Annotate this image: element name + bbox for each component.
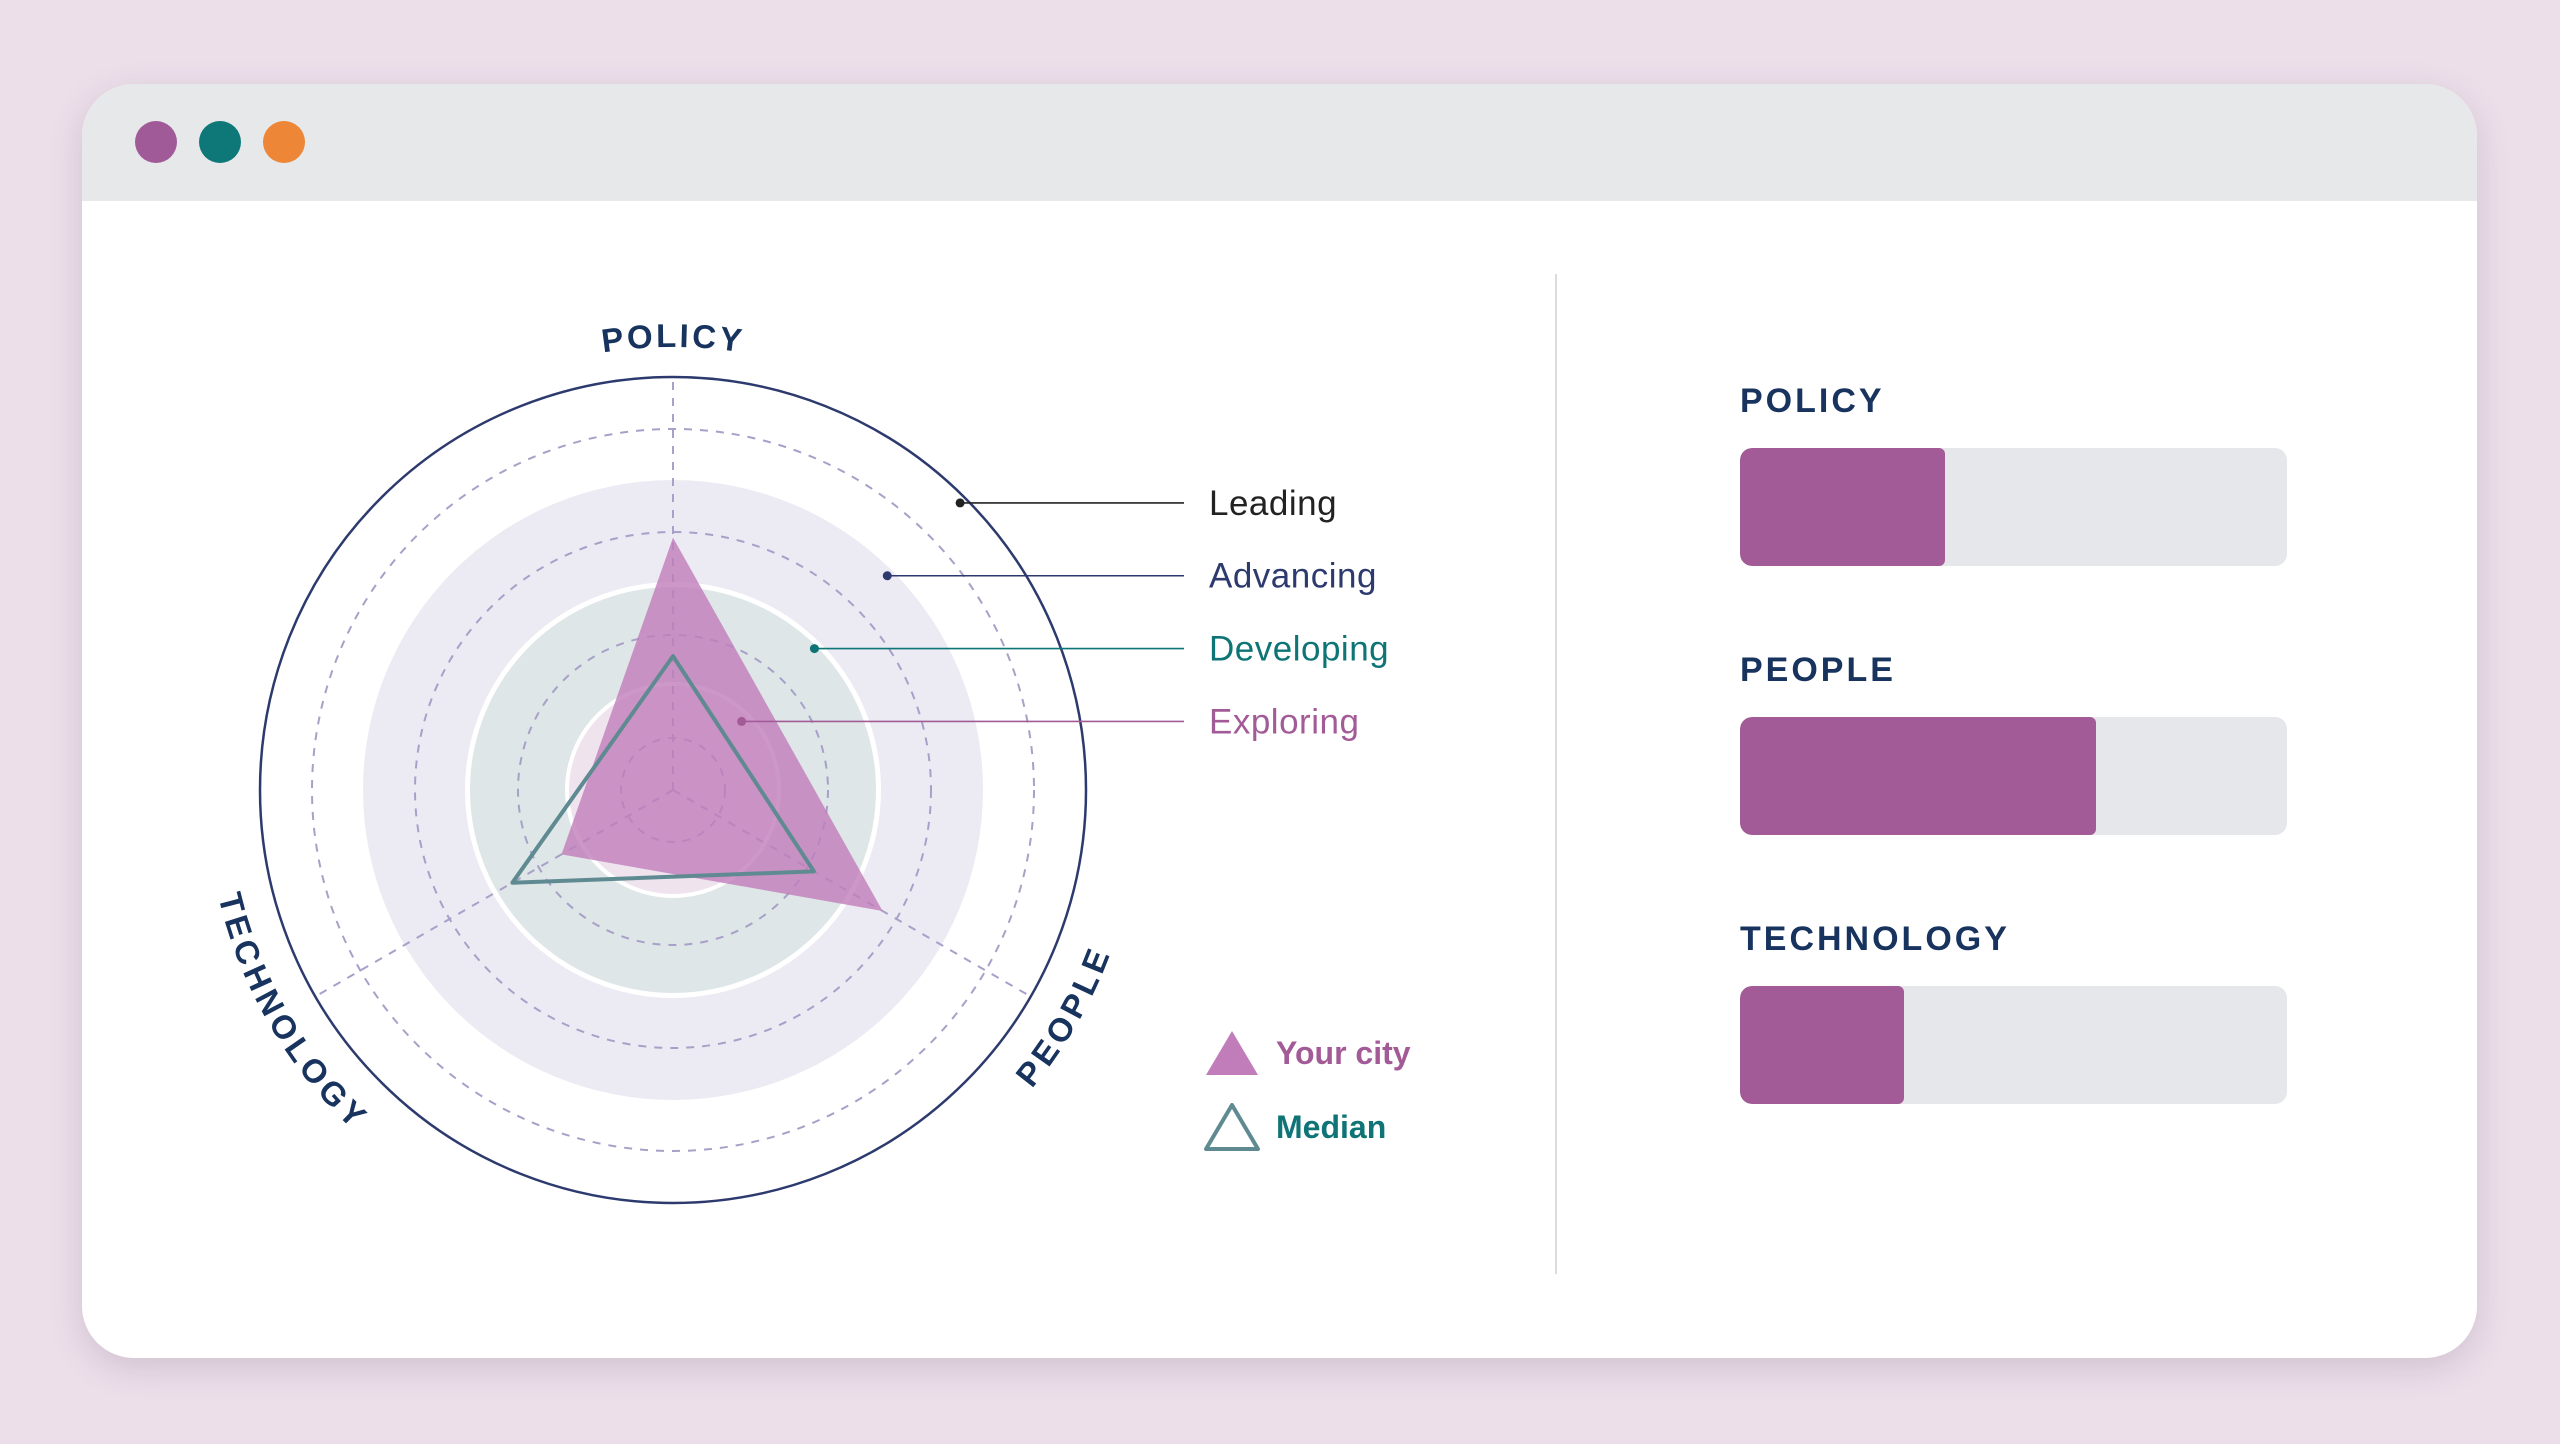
app-window: Leading Advancing Developing Exploring POLIC…: [82, 84, 2477, 1358]
window-control-purple-dot[interactable]: [135, 121, 177, 163]
window-control-orange-dot[interactable]: [263, 121, 305, 163]
bar-track-people: [1740, 717, 2287, 835]
radar-dashed-ring-4: [311, 428, 1035, 1152]
title-bar: [82, 84, 2477, 201]
radar-axis-label-text-policy: POLICY: [599, 317, 744, 359]
radar-axis-label-text-people: PEOPLE: [1008, 941, 1114, 1093]
legend-your-city-triangle-icon: [1206, 1031, 1258, 1075]
radar-series-your-city: [561, 537, 883, 911]
radar-axis-label-people: PEOPLE: [1008, 941, 1117, 1093]
window-control-teal-dot[interactable]: [199, 121, 241, 163]
radar-axis-label-text-technology: TECHNOLOGY: [211, 889, 372, 1137]
legend-your-city-label: Your city: [1276, 1035, 1411, 1071]
panel-divider: [1555, 274, 1557, 1274]
bar-fill-people: [1740, 717, 2096, 835]
level-label-exploring: Exploring: [1209, 702, 1359, 741]
level-label-advancing: Advancing: [1209, 557, 1377, 596]
bar-fill-technology: [1740, 986, 1905, 1104]
level-dot-exploring: [737, 716, 747, 726]
radar-dashed-ring-2: [517, 634, 829, 946]
bar-label-technology: TECHNOLOGY: [1740, 920, 2010, 958]
bar-track-policy: [1740, 448, 2287, 566]
bar-track-technology: [1740, 986, 2287, 1104]
level-dot-leading: [955, 498, 965, 508]
radar-series-median: [510, 654, 816, 885]
radar-outer-ring: [258, 375, 1088, 1205]
bar-label-policy: POLICY: [1740, 382, 1885, 420]
level-label-developing: Developing: [1209, 630, 1389, 669]
bar-label-people: PEOPLE: [1740, 651, 1896, 689]
radar-dashed-ring-3: [414, 531, 932, 1049]
radar-chart: Leading Advancing Developing Exploring POLIC…: [211, 317, 1411, 1205]
level-label-leading: Leading: [1209, 484, 1337, 523]
bar-fill-policy: [1740, 448, 1946, 566]
legend-median-triangle-icon: [1204, 1103, 1260, 1151]
radar-axis-label-policy: POLICY: [599, 317, 747, 359]
radar-axis-label-technology: TECHNOLOGY: [211, 889, 375, 1137]
legend-median-label: Median: [1276, 1109, 1386, 1145]
level-dot-advancing: [882, 571, 892, 581]
level-dot-developing: [809, 644, 819, 654]
